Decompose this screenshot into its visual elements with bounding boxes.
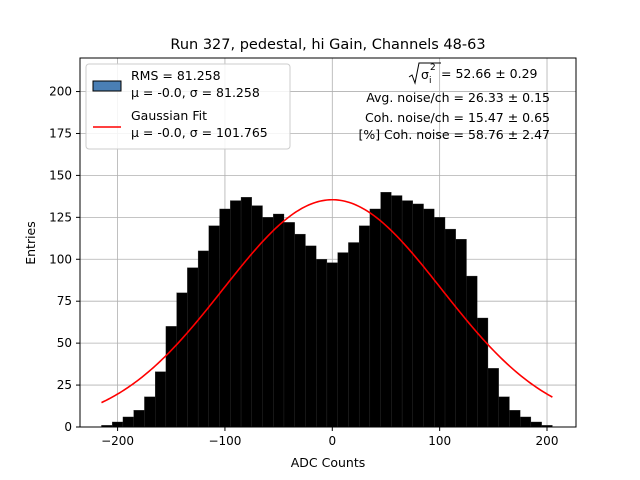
avg-noise-annotation: Avg. noise/ch = 26.33 ± 0.15 bbox=[366, 90, 550, 105]
coh-noise-annotation: Coh. noise/ch = 15.47 ± 0.65 bbox=[365, 110, 550, 125]
y-axis-label: Entries bbox=[23, 221, 38, 265]
histogram-bar bbox=[240, 197, 252, 428]
histogram-bar bbox=[208, 225, 220, 428]
histogram-bar bbox=[219, 208, 231, 428]
histogram-bar bbox=[294, 233, 306, 428]
histogram-bar bbox=[434, 217, 446, 428]
histogram-bar bbox=[412, 203, 424, 428]
histogram-bar bbox=[316, 259, 328, 428]
histogram-bar bbox=[197, 250, 209, 428]
histogram-bar bbox=[391, 195, 403, 428]
total-noise-annotation: σ 2 i = 52.66 ± 0.29 bbox=[408, 62, 538, 86]
histogram-bar bbox=[498, 396, 510, 428]
noise-annotations: σ 2 i = 52.66 ± 0.29 Avg. noise/ch = 26.… bbox=[358, 62, 550, 142]
axis-ticks: −200 −100 0 100 200 0 25 50 75 100 125 150 175 200 bbox=[49, 85, 558, 448]
sigma-symbol: σ bbox=[421, 67, 429, 82]
x-tick-label: 0 bbox=[328, 434, 336, 448]
y-tick-label: 75 bbox=[57, 294, 72, 308]
histogram-bar bbox=[154, 371, 167, 428]
histogram-bar bbox=[444, 228, 456, 428]
histogram-bar bbox=[144, 396, 156, 428]
histogram-bar bbox=[401, 200, 413, 428]
histogram-bar bbox=[509, 410, 521, 428]
y-tick-label: 150 bbox=[49, 168, 72, 182]
histogram-bar bbox=[176, 292, 188, 428]
histogram-bar bbox=[423, 208, 435, 428]
legend-histogram-label: RMS = 81.258 bbox=[131, 68, 221, 83]
histogram-bar bbox=[487, 368, 499, 428]
coh-noise-percent-annotation: [%] Coh. noise = 58.76 ± 2.47 bbox=[358, 127, 550, 142]
histogram-bar bbox=[187, 267, 199, 428]
histogram-bar bbox=[230, 200, 242, 428]
histogram-bar bbox=[337, 252, 349, 428]
y-tick-label: 125 bbox=[49, 210, 72, 224]
legend-box bbox=[85, 63, 291, 150]
gaussian-fit-curve bbox=[101, 198, 553, 404]
gaussian-fit-layer bbox=[101, 198, 553, 404]
chart-title: Run 327, pedestal, hi Gain, Channels 48-… bbox=[170, 37, 485, 53]
histogram-bar bbox=[133, 410, 145, 428]
sqrt-radical-icon bbox=[408, 62, 441, 85]
histogram-bar bbox=[380, 192, 392, 428]
histogram-bars bbox=[101, 192, 553, 428]
histogram-bar bbox=[358, 225, 371, 428]
histogram-bar bbox=[283, 222, 295, 428]
legend-histogram-swatch bbox=[92, 80, 122, 92]
histogram-bar bbox=[466, 275, 478, 428]
y-tick-label: 100 bbox=[49, 252, 72, 266]
histogram-bar bbox=[122, 416, 134, 428]
x-tick-label: 100 bbox=[428, 434, 451, 448]
histogram-bar bbox=[165, 326, 177, 428]
histogram-bar bbox=[530, 421, 542, 428]
x-tick-label: −100 bbox=[208, 434, 241, 448]
histogram-bar bbox=[251, 205, 263, 428]
grid-layer bbox=[80, 58, 576, 428]
total-noise-value: = 52.66 ± 0.29 bbox=[441, 66, 538, 81]
y-tick-label: 25 bbox=[57, 378, 72, 392]
histogram-bar bbox=[305, 245, 317, 428]
plot-frame bbox=[79, 57, 577, 428]
x-tick-label: 200 bbox=[536, 434, 559, 448]
histogram-bar bbox=[262, 217, 274, 428]
histogram-bar bbox=[369, 208, 381, 428]
legend: RMS = 81.258 μ = -0.0, σ = 81.258 Gaussi… bbox=[85, 63, 291, 150]
y-tick-label: 200 bbox=[49, 85, 72, 99]
histogram-bar bbox=[520, 416, 532, 428]
sigma-subscript: i bbox=[429, 76, 432, 86]
histogram-bar bbox=[455, 238, 467, 428]
y-tick-label: 50 bbox=[57, 336, 72, 350]
legend-fit-label: Gaussian Fit bbox=[131, 108, 207, 123]
histogram-bar bbox=[326, 262, 338, 428]
sigma-superscript: 2 bbox=[430, 63, 436, 73]
y-tick-label: 0 bbox=[64, 420, 72, 434]
y-tick-label: 175 bbox=[49, 126, 72, 140]
legend-histogram-stats: μ = -0.0, σ = 81.258 bbox=[131, 85, 260, 100]
histogram-bar bbox=[273, 213, 285, 428]
x-tick-label: −200 bbox=[101, 434, 134, 448]
x-axis-label: ADC Counts bbox=[291, 455, 366, 470]
histogram-bar bbox=[112, 421, 124, 428]
histogram-bar bbox=[348, 242, 360, 428]
legend-fit-stats: μ = -0.0, σ = 101.765 bbox=[131, 125, 268, 140]
